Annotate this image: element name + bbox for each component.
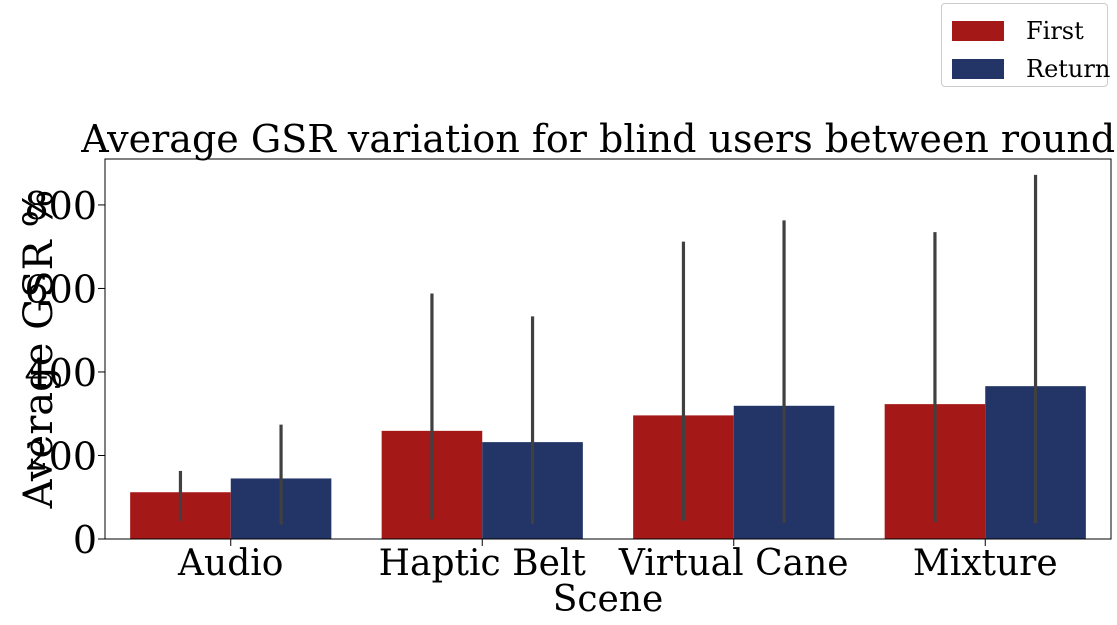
legend: First Return bbox=[941, 3, 1111, 87]
y-axis-label: Average GSR % bbox=[16, 190, 62, 510]
legend-label-return: Return bbox=[1026, 55, 1111, 83]
y-tick-label-800: 800 bbox=[24, 184, 97, 228]
x-axis-label: Scene bbox=[553, 579, 664, 620]
x-tick-label-haptic-belt: Haptic Belt bbox=[379, 543, 587, 584]
bars-group bbox=[130, 386, 1086, 539]
legend-label-first: First bbox=[1026, 17, 1084, 45]
y-tick-label-0: 0 bbox=[73, 518, 97, 562]
plot-area-frame bbox=[104, 158, 1112, 540]
legend-swatch-first bbox=[952, 21, 1004, 41]
legend-swatch-return bbox=[952, 59, 1004, 79]
y-axis: 0 200 400 600 800 bbox=[24, 184, 105, 562]
chart-title: Average GSR variation for blind users be… bbox=[80, 117, 1117, 161]
y-tick-label-200: 200 bbox=[24, 434, 97, 478]
x-axis: Audio Haptic Belt Virtual Cane Mixture bbox=[177, 539, 1058, 584]
error-bars-group bbox=[178, 174, 1038, 525]
legend-entry-return: Return bbox=[952, 55, 1111, 83]
x-tick-label-mixture: Mixture bbox=[913, 543, 1058, 584]
y-tick-label-600: 600 bbox=[24, 267, 97, 311]
y-tick-label-400: 400 bbox=[24, 351, 97, 395]
legend-entry-first: First bbox=[952, 17, 1084, 45]
x-tick-label-virtual-cane: Virtual Cane bbox=[618, 543, 849, 584]
x-tick-label-audio: Audio bbox=[177, 543, 283, 584]
